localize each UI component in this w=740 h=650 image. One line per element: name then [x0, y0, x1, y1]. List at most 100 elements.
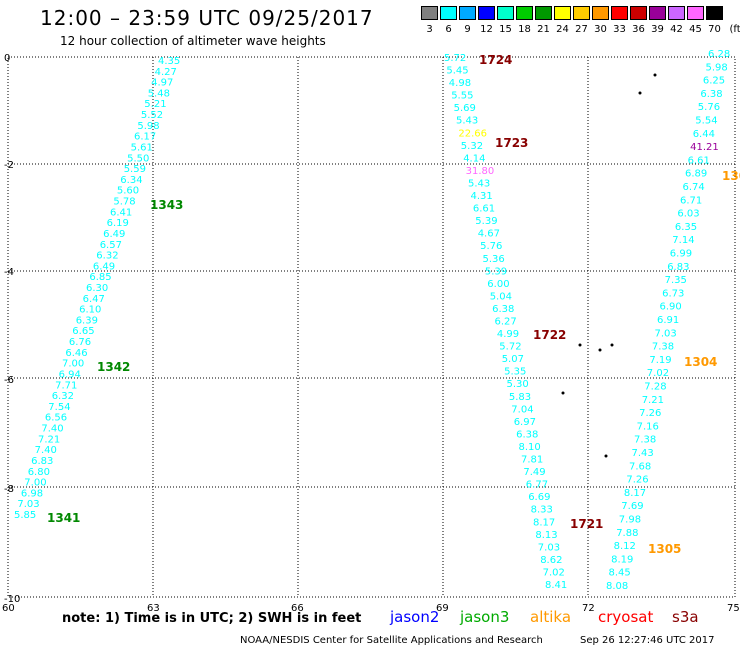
wave-height-value: 5.39	[485, 266, 507, 277]
wave-height-value: 4.14	[463, 153, 485, 164]
satellite-legend-item: jason2	[390, 608, 440, 626]
scale-swatch	[649, 6, 666, 20]
wave-height-value: 5.32	[461, 141, 483, 152]
wave-height-value: 6.97	[514, 417, 536, 428]
wave-height-value: 6.17	[134, 132, 156, 143]
pass-time-label: 1343	[150, 198, 183, 212]
wave-height-value: 6.80	[28, 467, 50, 478]
footer-credit: NOAA/NESDIS Center for Satellite Applica…	[240, 635, 543, 646]
wave-height-value: 6.73	[662, 288, 684, 299]
wave-height-value: 6.32	[52, 391, 74, 402]
pass-time-label: 1304	[684, 355, 717, 369]
satellite-legend-item: altika	[530, 608, 572, 626]
wave-height-value: 7.21	[642, 395, 664, 406]
satellite-legend-item: jason3	[460, 608, 510, 626]
pass-time-label: 1305	[648, 542, 681, 556]
wave-height-value: 4.35	[158, 56, 180, 67]
wave-height-value: 6.27	[495, 317, 517, 328]
wave-height-value: 7.49	[523, 467, 545, 478]
wave-height-value: 5.72	[444, 53, 466, 64]
lat-label: -4	[4, 267, 14, 278]
wave-height-value: 7.54	[48, 402, 70, 413]
wave-height-value: 6.41	[110, 207, 132, 218]
pass-time-label: 1721	[570, 517, 603, 531]
wave-height-value: 5.48	[148, 88, 170, 99]
lat-label: -6	[4, 375, 14, 386]
wave-height-value: 5.30	[507, 379, 529, 390]
island-marker	[561, 391, 565, 395]
scale-swatch	[516, 6, 533, 20]
wave-height-value: 7.81	[521, 455, 543, 466]
island-marker	[604, 454, 608, 458]
wave-height-value: 7.28	[644, 382, 666, 393]
wave-height-value: 6.49	[93, 261, 115, 272]
lon-label: 66	[291, 603, 304, 614]
scale-label: 33	[613, 24, 626, 35]
lat-label: -2	[4, 160, 14, 171]
wave-height-value: 6.76	[69, 337, 91, 348]
wave-height-value: 6.46	[65, 348, 87, 359]
wave-height-value: 6.65	[72, 326, 94, 337]
scale-swatch	[706, 6, 723, 20]
wave-height-value: 4.99	[497, 329, 519, 340]
wave-height-value: 7.14	[672, 235, 694, 246]
wave-height-value: 5.39	[475, 216, 497, 227]
wave-height-value: 5.43	[468, 179, 490, 190]
wave-height-value: 5.59	[124, 164, 146, 175]
footnote: note: 1) Time is in UTC; 2) SWH is in fe…	[62, 611, 362, 626]
wave-height-value: 5.36	[483, 254, 505, 265]
wave-height-value: 8.08	[606, 581, 628, 592]
wave-height-value: 5.85	[14, 510, 36, 521]
wave-height-value: 8.62	[540, 555, 562, 566]
wave-height-value: 22.66	[458, 128, 487, 139]
pass-time-label: 130	[722, 169, 740, 183]
wave-height-value: 7.98	[619, 515, 641, 526]
wave-height-value: 5.98	[706, 62, 728, 73]
wave-height-value: 6.74	[683, 182, 705, 193]
scale-label: 9	[464, 24, 471, 35]
satellite-legend-item: cryosat	[598, 608, 654, 626]
pass-time-label: 1723	[495, 136, 528, 150]
wave-height-value: 7.71	[55, 380, 77, 391]
scale-label: 36	[632, 24, 645, 35]
scale-swatch	[497, 6, 514, 20]
wave-height-value: 7.03	[655, 328, 677, 339]
scale-label: 45	[689, 24, 702, 35]
wave-height-value: 7.03	[538, 542, 560, 553]
pass-time-label: 1724	[479, 53, 512, 67]
wave-height-value: 5.43	[456, 116, 478, 127]
wave-height-value: 5.72	[499, 342, 521, 353]
scale-label: 3	[426, 24, 433, 35]
wave-height-value: 7.16	[637, 421, 659, 432]
wave-height-value: 6.49	[103, 229, 125, 240]
wave-height-value: 7.43	[632, 448, 654, 459]
wave-height-value: 6.85	[89, 272, 111, 283]
wave-height-value: 6.89	[685, 169, 707, 180]
wave-height-value: 6.25	[703, 76, 725, 87]
wave-height-value: 7.26	[626, 475, 648, 486]
pass-time-label: 1341	[47, 511, 80, 525]
island-marker	[578, 343, 582, 347]
scale-swatch	[421, 6, 438, 20]
scale-swatch	[573, 6, 590, 20]
wave-height-value: 6.38	[700, 89, 722, 100]
wave-height-value: 6.38	[516, 429, 538, 440]
wave-height-value: 8.33	[531, 505, 553, 516]
wave-height-value: 6.47	[83, 294, 105, 305]
island-marker	[653, 73, 657, 77]
wave-height-value: 6.83	[667, 262, 689, 273]
lon-label: 72	[582, 603, 595, 614]
scale-label: 6	[445, 24, 452, 35]
wave-height-value: 7.35	[665, 275, 687, 286]
wave-height-value: 8.19	[611, 554, 633, 565]
wave-height-value: 8.41	[545, 580, 567, 591]
wave-height-value: 41.21	[690, 142, 719, 153]
wave-height-value: 5.07	[502, 354, 524, 365]
wave-height-value: 6.77	[526, 480, 548, 491]
wave-height-value: 5.61	[131, 143, 153, 154]
wave-height-value: 7.04	[511, 404, 533, 415]
wave-height-value: 7.00	[24, 478, 46, 489]
scale-label: 27	[575, 24, 588, 35]
lat-label: -8	[4, 484, 14, 495]
